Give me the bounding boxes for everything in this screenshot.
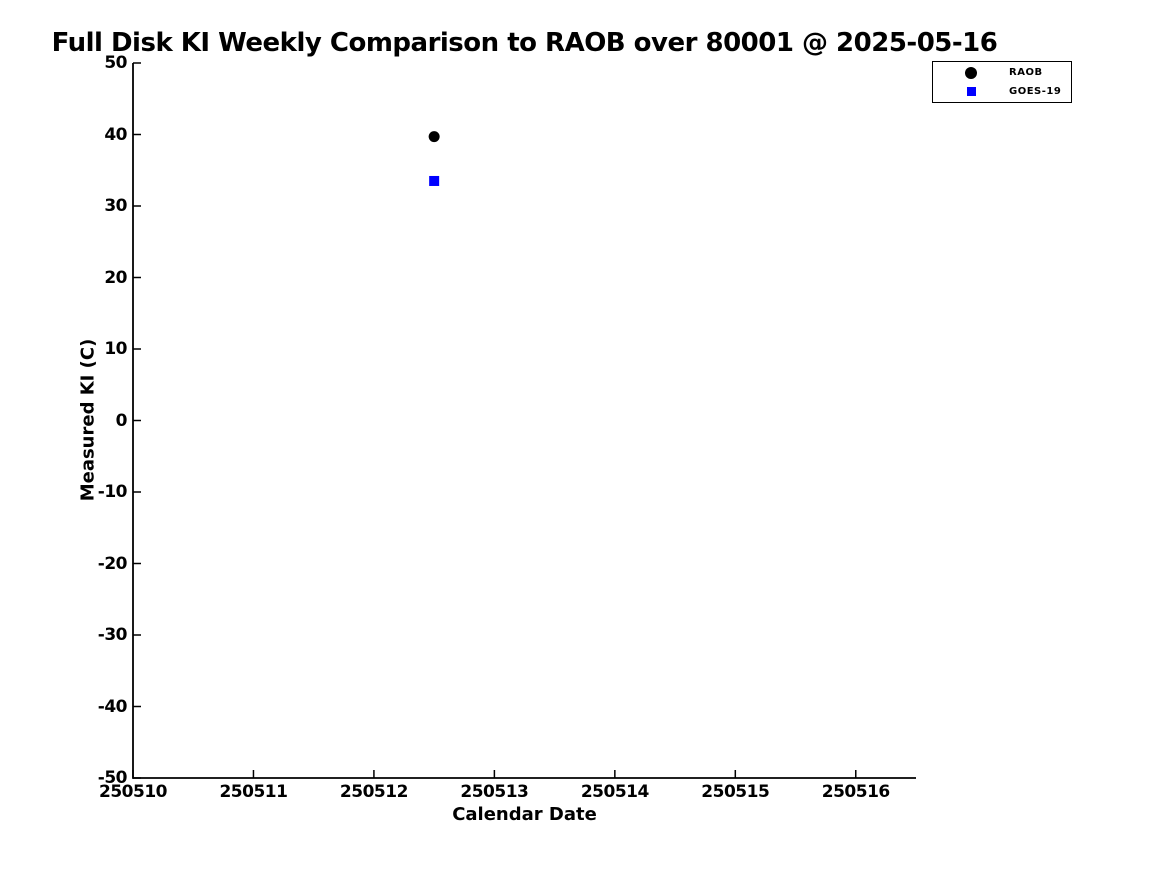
legend-label-raob: RAOB xyxy=(1009,67,1043,79)
y-tick-label: 40 xyxy=(104,124,127,145)
y-tick-label: 10 xyxy=(104,339,127,359)
legend-row-raob: RAOB xyxy=(933,65,1071,81)
y-tick-label: -10 xyxy=(97,482,128,502)
legend-label-goes-19: GOES-19 xyxy=(1009,85,1062,97)
y-tick-label: 20 xyxy=(104,267,127,288)
x-tick-label: 250516 xyxy=(821,782,890,802)
x-tick-label: 250510 xyxy=(99,782,167,802)
x-tick-label: 250511 xyxy=(219,782,288,802)
y-tick-label: -30 xyxy=(97,625,128,645)
x-tick-label: 250512 xyxy=(339,782,408,802)
x-tick-label: 250514 xyxy=(580,782,649,802)
x-tick-label: 250513 xyxy=(460,782,529,802)
data-point-raob xyxy=(428,131,440,143)
y-tick-label: 50 xyxy=(104,53,127,73)
y-tick-label: -20 xyxy=(97,553,128,574)
x-axis-label: Calendar Date xyxy=(452,804,597,825)
chart-title: Full Disk KI Weekly Comparison to RAOB o… xyxy=(51,28,998,58)
legend-row-goes-19: GOES-19 xyxy=(933,83,1071,99)
raob-circle-marker-icon xyxy=(965,66,977,79)
goes-19-square-marker-icon xyxy=(966,86,976,96)
y-axis-label: Measured KI (C) xyxy=(77,338,99,502)
x-tick-label: 250515 xyxy=(701,782,770,802)
y-tick-label: -50 xyxy=(97,768,128,788)
legend: RAOB GOES-19 xyxy=(932,61,1072,103)
y-tick-label: -40 xyxy=(97,696,128,717)
y-tick-label: 0 xyxy=(115,410,128,431)
data-point-goes-19 xyxy=(429,175,440,186)
legend-marker-cell xyxy=(933,66,1009,79)
y-tick-label: 30 xyxy=(104,196,127,216)
legend-marker-cell xyxy=(933,86,1009,96)
